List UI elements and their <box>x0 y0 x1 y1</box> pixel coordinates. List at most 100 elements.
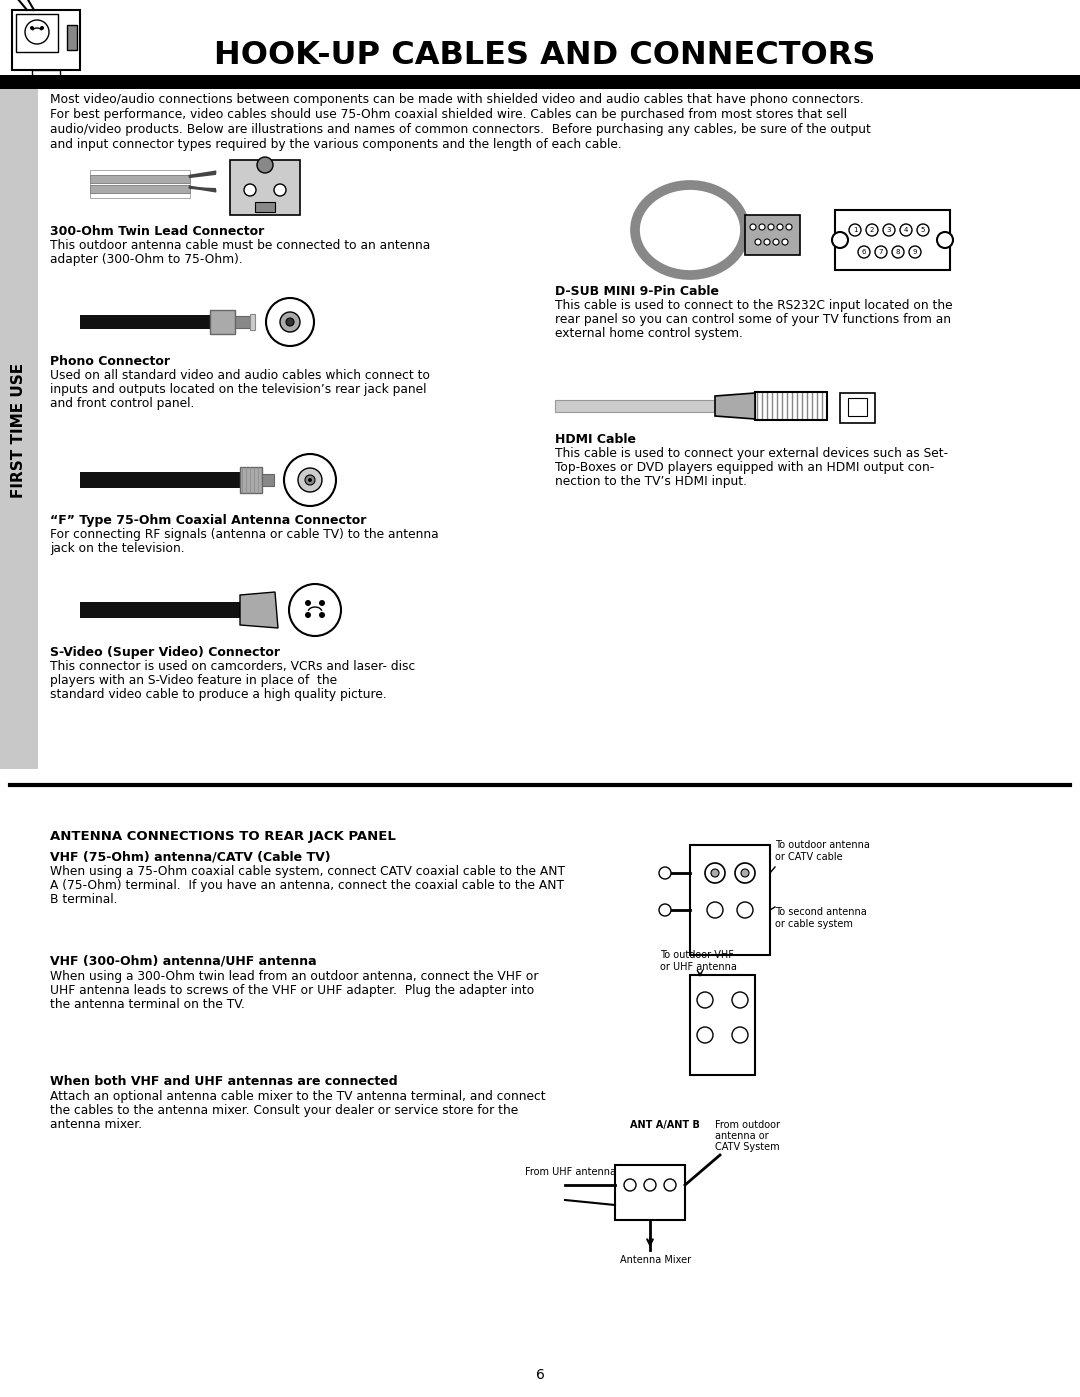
Text: Antenna Mixer: Antenna Mixer <box>620 1255 691 1266</box>
Bar <box>262 474 274 486</box>
Circle shape <box>849 224 861 236</box>
Circle shape <box>711 869 719 877</box>
Text: inputs and outputs located on the television’s rear jack panel: inputs and outputs located on the televi… <box>50 383 427 395</box>
Text: VHF (75-Ohm) antenna/CATV (Cable TV): VHF (75-Ohm) antenna/CATV (Cable TV) <box>50 849 330 863</box>
Text: For best performance, video cables should use 75-Ohm coaxial shielded wire. Cabl: For best performance, video cables shoul… <box>50 108 847 122</box>
Circle shape <box>883 224 895 236</box>
Bar <box>615 1165 685 1220</box>
Text: 1: 1 <box>853 226 858 233</box>
Circle shape <box>284 454 336 506</box>
Text: To outdoor VHF: To outdoor VHF <box>660 950 734 960</box>
Text: D-SUB MINI 9-Pin Cable: D-SUB MINI 9-Pin Cable <box>555 285 719 298</box>
Text: From outdoor: From outdoor <box>715 1120 780 1130</box>
Circle shape <box>319 599 325 606</box>
Text: When both VHF and UHF antennas are connected: When both VHF and UHF antennas are conne… <box>50 1076 397 1088</box>
Circle shape <box>777 224 783 231</box>
Text: players with an S-Video feature in place of  the: players with an S-Video feature in place… <box>50 673 337 687</box>
Text: Phono Connector: Phono Connector <box>50 355 170 367</box>
Polygon shape <box>240 592 278 629</box>
Text: and front control panel.: and front control panel. <box>50 397 194 409</box>
Circle shape <box>289 584 341 636</box>
Circle shape <box>773 239 779 244</box>
Circle shape <box>707 902 723 918</box>
Bar <box>249 314 255 330</box>
Text: ANTENNA CONNECTIONS TO REAR JACK PANEL: ANTENNA CONNECTIONS TO REAR JACK PANEL <box>50 830 396 842</box>
Text: 6: 6 <box>862 249 866 256</box>
Bar <box>80 602 240 617</box>
Bar <box>22 78 70 82</box>
Circle shape <box>759 224 765 231</box>
Text: 8: 8 <box>895 249 901 256</box>
Text: 2: 2 <box>869 226 874 233</box>
Circle shape <box>917 224 929 236</box>
Circle shape <box>40 27 44 29</box>
Bar <box>255 203 275 212</box>
Polygon shape <box>715 393 755 419</box>
Text: To second antenna: To second antenna <box>775 907 867 916</box>
Bar <box>12 10 80 70</box>
Text: the cables to the antenna mixer. Consult your dealer or service store for the: the cables to the antenna mixer. Consult… <box>50 1104 518 1118</box>
Bar <box>90 175 190 183</box>
Circle shape <box>937 232 953 249</box>
Text: From UHF antenna: From UHF antenna <box>525 1166 616 1178</box>
Text: To outdoor antenna: To outdoor antenna <box>775 840 869 849</box>
Bar <box>835 210 950 270</box>
Text: Top-Boxes or DVD players equipped with an HDMI output con-: Top-Boxes or DVD players equipped with a… <box>555 461 934 474</box>
Text: jack on the television.: jack on the television. <box>50 542 185 555</box>
Bar <box>0 89 38 768</box>
Circle shape <box>664 1179 676 1192</box>
Text: This connector is used on camcorders, VCRs and laser- disc: This connector is used on camcorders, VC… <box>50 659 415 673</box>
Text: This cable is used to connect to the RS232C input located on the: This cable is used to connect to the RS2… <box>555 299 953 312</box>
Circle shape <box>257 156 273 173</box>
Circle shape <box>308 478 312 482</box>
Circle shape <box>280 312 300 332</box>
Circle shape <box>732 992 748 1009</box>
Bar <box>840 393 875 423</box>
Text: standard video cable to produce a high quality picture.: standard video cable to produce a high q… <box>50 687 387 701</box>
Bar <box>80 314 210 330</box>
Circle shape <box>737 902 753 918</box>
Text: 4: 4 <box>904 226 908 233</box>
Text: S-Video (Super Video) Connector: S-Video (Super Video) Connector <box>50 645 280 659</box>
Text: antenna mixer.: antenna mixer. <box>50 1118 143 1132</box>
Text: VHF (300-Ohm) antenna/UHF antenna: VHF (300-Ohm) antenna/UHF antenna <box>50 956 316 968</box>
Circle shape <box>25 20 49 43</box>
Text: 5: 5 <box>921 226 926 233</box>
Circle shape <box>697 1027 713 1044</box>
Bar <box>230 161 300 215</box>
Bar <box>755 393 827 420</box>
Text: 6: 6 <box>536 1368 544 1382</box>
Circle shape <box>644 1179 656 1192</box>
Text: UHF antenna leads to screws of the VHF or UHF adapter.  Plug the adapter into: UHF antenna leads to screws of the VHF o… <box>50 983 535 997</box>
Circle shape <box>244 184 256 196</box>
Circle shape <box>741 869 750 877</box>
Text: 3: 3 <box>887 226 891 233</box>
Text: A (75-Ohm) terminal.  If you have an antenna, connect the coaxial cable to the A: A (75-Ohm) terminal. If you have an ante… <box>50 879 564 893</box>
Text: or CATV cable: or CATV cable <box>775 852 842 862</box>
Text: and input connector types required by the various components and the length of e: and input connector types required by th… <box>50 138 622 151</box>
Text: B terminal.: B terminal. <box>50 893 118 907</box>
Circle shape <box>319 612 325 617</box>
Circle shape <box>858 246 870 258</box>
Bar <box>67 25 77 50</box>
Text: When using a 75-Ohm coaxial cable system, connect CATV coaxial cable to the ANT: When using a 75-Ohm coaxial cable system… <box>50 865 565 877</box>
Circle shape <box>755 239 761 244</box>
Text: 300-Ohm Twin Lead Connector: 300-Ohm Twin Lead Connector <box>50 225 265 237</box>
Bar <box>240 467 262 493</box>
Bar <box>848 398 867 416</box>
Circle shape <box>266 298 314 346</box>
Circle shape <box>659 904 671 916</box>
Circle shape <box>750 224 756 231</box>
Bar <box>80 472 240 488</box>
Text: the antenna terminal on the TV.: the antenna terminal on the TV. <box>50 997 245 1011</box>
Text: audio/video products. Below are illustrations and names of common connectors.  B: audio/video products. Below are illustra… <box>50 123 870 136</box>
Circle shape <box>832 232 848 249</box>
Text: Attach an optional antenna cable mixer to the TV antenna terminal, and connect: Attach an optional antenna cable mixer t… <box>50 1090 545 1104</box>
Bar <box>32 70 60 78</box>
Circle shape <box>298 468 322 492</box>
Circle shape <box>732 1027 748 1044</box>
Circle shape <box>274 184 286 196</box>
Circle shape <box>305 612 311 617</box>
Text: rear panel so you can control some of your TV functions from an: rear panel so you can control some of yo… <box>555 313 951 326</box>
Circle shape <box>782 239 788 244</box>
